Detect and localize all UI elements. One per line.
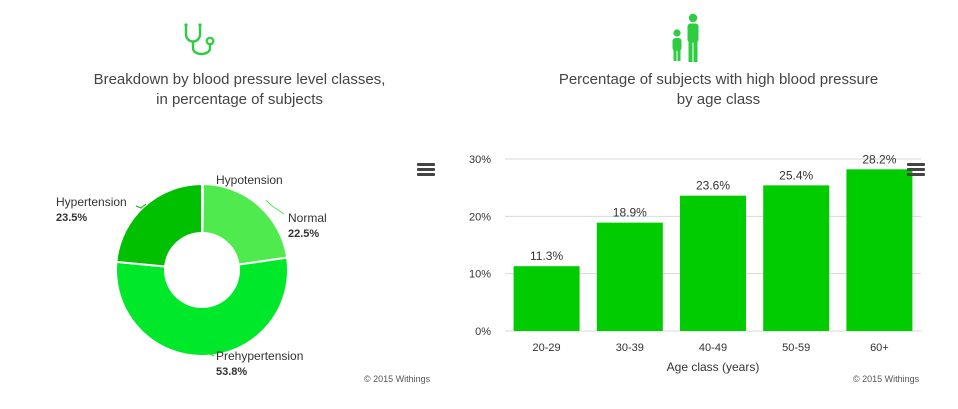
pie-slice-normal[interactable] (201, 182, 289, 266)
bar-chart: 0% 10% 20% 30% 11.3% 20-29 18.9% 30-39 23.6% 40-4… (469, 152, 921, 374)
pie-chart: Hypotension0.2%Normal22.5%Prehypertensio… (56, 173, 327, 378)
pie-label: Normal (288, 211, 327, 225)
chart-menu-button[interactable] (907, 163, 925, 177)
y-tick-label: 30% (469, 154, 491, 166)
people-icon (669, 12, 703, 64)
bar-data-label: 18.9% (613, 206, 647, 220)
bar-40-49[interactable] (680, 195, 746, 331)
x-tick-label: 30-39 (616, 342, 644, 354)
y-tick-label: 20% (469, 211, 491, 223)
bar-data-label: 28.2% (862, 152, 896, 166)
pie-connector-line (205, 347, 215, 357)
right-panel: Percentage of subjects with high blood p… (469, 0, 958, 409)
chart-menu-button[interactable] (417, 163, 435, 177)
pie-connector-line (265, 199, 285, 215)
pie-label: Hypertension (56, 195, 127, 209)
pie-label: Hypotension (216, 173, 283, 187)
x-tick-label: 50-59 (782, 342, 810, 354)
bar-60+[interactable] (846, 169, 913, 331)
bar-30-39[interactable] (596, 222, 663, 331)
stethoscope-icon (180, 22, 222, 62)
x-axis-title: Age class (years) (667, 360, 760, 374)
pie-label: Prehypertension (216, 349, 303, 363)
bar-data-label: 11.3% (530, 249, 563, 263)
bar-data-label: 25.4% (779, 168, 813, 182)
bar-data-label: 23.6% (696, 179, 730, 193)
bar-chart-title: Percentage of subjects with high blood p… (558, 71, 879, 108)
left-panel: Breakdown by blood pressure level classe… (56, 22, 435, 384)
y-tick-label: 0% (475, 326, 491, 338)
pie-slice-prehypertension[interactable] (115, 256, 289, 357)
pie-value-label: 23.5% (56, 212, 87, 224)
pie-chart-title: Breakdown by blood pressure level classe… (93, 71, 386, 108)
x-tick-label: 20-29 (533, 342, 561, 354)
chart-credit: © 2015 Withings (853, 374, 920, 384)
x-tick-label: 40-49 (699, 342, 727, 354)
pie-connector-line (135, 203, 147, 209)
chart-credit: © 2015 Withings (364, 374, 431, 384)
y-tick-label: 10% (469, 269, 491, 281)
pie-value-label: 22.5% (288, 228, 319, 240)
bar-20-29[interactable] (513, 266, 580, 331)
pie-slice-hypertension[interactable] (115, 182, 203, 268)
bar-50-59[interactable] (763, 185, 830, 331)
x-tick-label: 60+ (870, 342, 889, 354)
pie-value-label: 53.8% (216, 366, 247, 378)
